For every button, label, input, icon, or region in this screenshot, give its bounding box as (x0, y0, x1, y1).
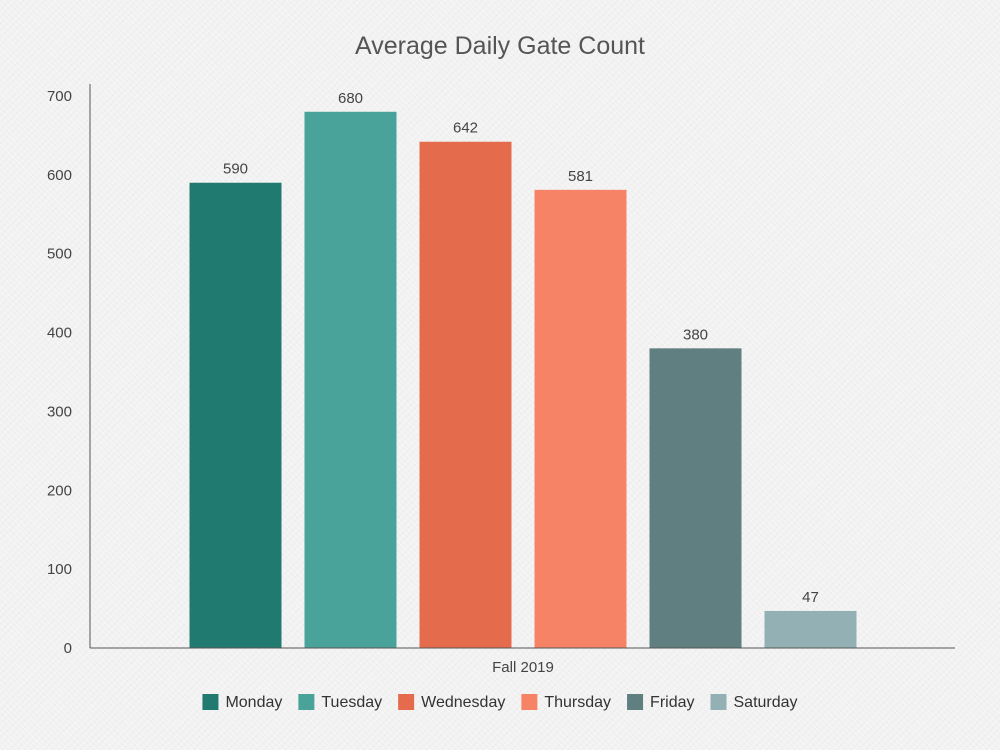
legend-swatch (298, 694, 315, 710)
y-axis: 0 100 200 300 400 500 600 700 (47, 84, 91, 657)
data-label-monday: 590 (223, 161, 248, 178)
data-label-tuesday: 680 (338, 90, 363, 107)
legend-swatch (398, 694, 415, 710)
bar-tuesday (304, 111, 397, 649)
legend-swatch (627, 694, 644, 710)
data-label-friday: 380 (683, 326, 708, 343)
legend: Monday Tuesday Wednesday Thursday Friday Satu… (202, 694, 798, 711)
legend-swatch (521, 694, 538, 710)
bar-saturday (764, 610, 857, 648)
legend-swatch (202, 694, 219, 710)
legend-label: Monday (225, 694, 282, 711)
data-label-thursday: 581 (568, 168, 593, 185)
data-label-saturday: 47 (802, 589, 819, 606)
y-tick-label: 700 (47, 88, 72, 105)
bar-thursday (534, 189, 627, 648)
chart-title: Average Daily Gate Count (355, 32, 645, 60)
legend-label: Friday (650, 694, 694, 711)
y-tick-label: 100 (47, 561, 72, 578)
y-tick-label: 300 (47, 403, 72, 420)
y-tick-label: 0 (64, 640, 72, 657)
data-label-wednesday: 642 (453, 120, 478, 137)
y-tick-label: 400 (47, 325, 72, 342)
legend-item-saturday: Saturday (710, 694, 798, 711)
y-tick-label: 500 (47, 246, 72, 263)
bars: 590 680 642 581 380 47 (189, 90, 857, 649)
legend-label: Saturday (734, 694, 798, 711)
bar-wednesday (419, 141, 512, 649)
bar-monday (189, 182, 282, 648)
legend-label: Thursday (544, 694, 611, 711)
bar-friday (649, 348, 742, 648)
legend-swatch (710, 694, 727, 710)
legend-item-wednesday: Wednesday (398, 694, 505, 711)
x-axis: Fall 2019 (90, 647, 955, 676)
legend-label: Tuesday (321, 694, 382, 711)
legend-item-monday: Monday (202, 694, 282, 711)
legend-item-friday: Friday (627, 694, 695, 711)
y-tick-label: 200 (47, 482, 72, 499)
y-tick-label: 600 (47, 167, 72, 184)
legend-item-tuesday: Tuesday (298, 694, 382, 711)
legend-item-thursday: Thursday (521, 694, 611, 711)
legend-label: Wednesday (421, 694, 505, 711)
x-category-label: Fall 2019 (492, 659, 554, 676)
